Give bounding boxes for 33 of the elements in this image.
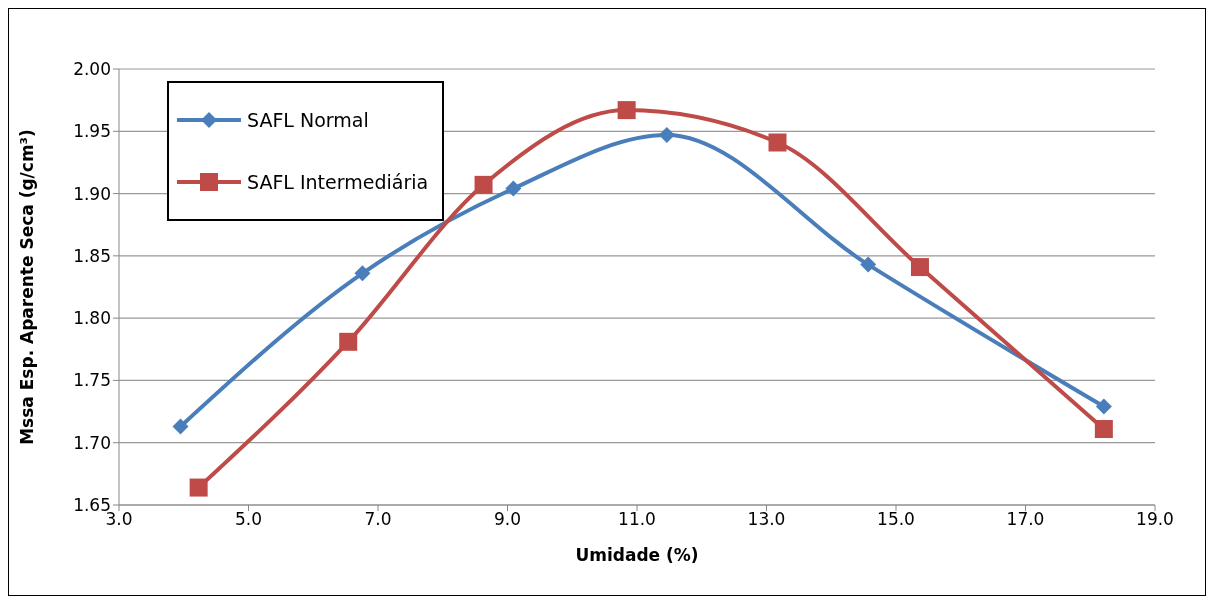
y-tick-label: 1.95	[73, 121, 111, 142]
point	[617, 101, 636, 120]
x-tick-label: 19.0	[1136, 509, 1174, 530]
point	[860, 256, 877, 273]
x-tick-label: 17.0	[1006, 509, 1045, 530]
y-tick-label: 1.85	[73, 245, 111, 266]
point	[505, 180, 522, 197]
x-tick-label: 11.0	[618, 509, 656, 530]
y-tick-label: 1.80	[73, 308, 111, 329]
y-tick-label: 1.90	[73, 183, 111, 204]
x-tick-label: 7.0	[364, 509, 392, 530]
point	[910, 258, 929, 277]
y-tick-label: 1.75	[73, 370, 111, 391]
legend-label: SAFL Intermediária	[247, 171, 429, 193]
y-tick-label: 1.65	[73, 495, 111, 516]
x-tick-label: 15.0	[877, 509, 915, 530]
point	[658, 127, 675, 144]
x-tick-label: 5.0	[234, 509, 263, 530]
x-axis-title: Umidade (%)	[575, 545, 699, 565]
point	[474, 175, 493, 194]
x-tick-label: 9.0	[493, 509, 522, 530]
y-axis-title: Mssa Esp. Aparente Seca (g/cm³)	[17, 129, 38, 445]
y-tick-label: 1.70	[73, 432, 111, 453]
point	[1094, 420, 1113, 439]
point	[189, 478, 208, 497]
point	[339, 332, 358, 351]
point	[354, 265, 371, 282]
y-tick-label: 2.00	[73, 59, 111, 80]
point	[1095, 398, 1112, 415]
legend-label: SAFL Normal	[247, 109, 369, 131]
point	[172, 418, 189, 435]
point	[768, 133, 787, 152]
x-tick-label: 13.0	[747, 509, 786, 530]
